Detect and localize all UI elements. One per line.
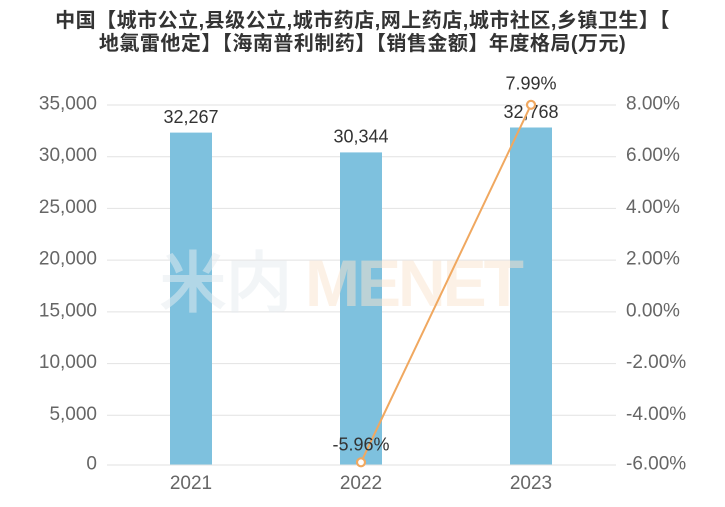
svg-text:米内: 米内 [160, 246, 292, 320]
svg-text:0: 0 [86, 454, 97, 475]
svg-text:30,000: 30,000 [39, 145, 97, 166]
svg-text:-6.00%: -6.00% [626, 454, 686, 475]
svg-text:8.00%: 8.00% [626, 94, 680, 115]
svg-text:2022: 2022 [340, 473, 382, 494]
svg-text:32,267: 32,267 [163, 107, 218, 127]
svg-text:-4.00%: -4.00% [626, 404, 686, 425]
svg-text:-2.00%: -2.00% [626, 352, 686, 373]
svg-text:25,000: 25,000 [39, 197, 97, 218]
svg-text:7.99%: 7.99% [505, 74, 556, 94]
svg-text:2021: 2021 [170, 473, 212, 494]
svg-text:2.00%: 2.00% [626, 249, 680, 270]
svg-text:5,000: 5,000 [49, 404, 97, 425]
svg-text:6.00%: 6.00% [626, 145, 680, 166]
svg-text:0.00%: 0.00% [626, 300, 680, 321]
svg-text:30,344: 30,344 [333, 127, 388, 147]
svg-text:4.00%: 4.00% [626, 197, 680, 218]
svg-text:20,000: 20,000 [39, 249, 97, 270]
svg-text:-5.96%: -5.96% [332, 435, 389, 455]
svg-text:10,000: 10,000 [39, 352, 97, 373]
svg-text:MENET: MENET [305, 246, 524, 320]
svg-text:35,000: 35,000 [39, 94, 97, 115]
svg-text:2023: 2023 [510, 473, 552, 494]
svg-text:15,000: 15,000 [39, 300, 97, 321]
